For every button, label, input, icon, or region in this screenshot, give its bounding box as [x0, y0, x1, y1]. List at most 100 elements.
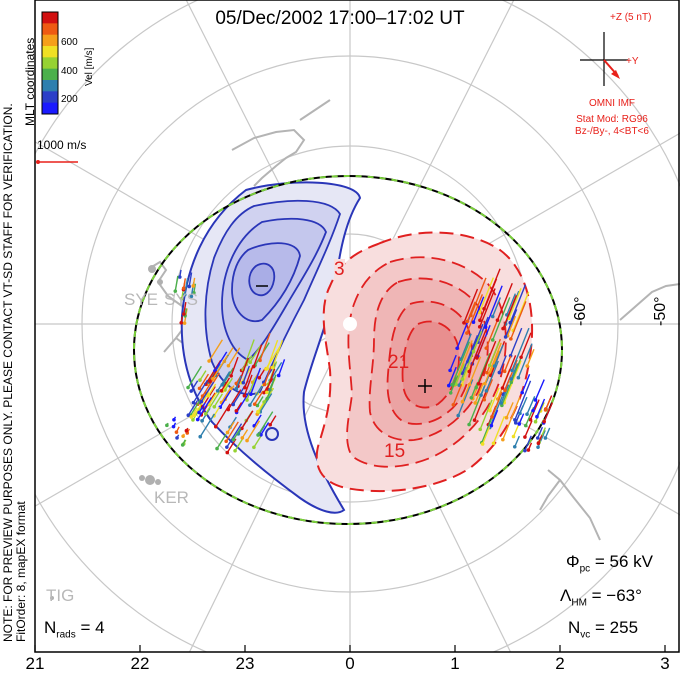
velocity-vector-origin: [460, 377, 465, 381]
colorbar-axis-label: Vel [m/s]: [84, 47, 95, 86]
colorbar-swatch: [42, 57, 58, 70]
mlt-tick-label: 21: [25, 654, 45, 673]
velocity-vector: [212, 355, 228, 380]
velocity-vector: [257, 411, 274, 436]
velocity-vector: [514, 435, 520, 448]
velocity-vector-origin: [191, 418, 195, 422]
velocity-vector: [477, 340, 497, 384]
velocity-vector: [492, 415, 506, 444]
stat-mod-line: Stat Mod: RG96: [576, 114, 648, 125]
velocity-vector: [259, 393, 273, 413]
velocity-vector: [452, 383, 463, 406]
phi-symbol: Φ: [566, 552, 580, 571]
velocity-vector-origin: [186, 413, 191, 418]
coordinates-label: MLT coordinates: [23, 37, 37, 126]
velocity-vector-origin: [480, 442, 485, 446]
velocity-vector-origin: [460, 399, 465, 404]
velocity-vector-origin: [490, 314, 495, 319]
velocity-vector-origin: [484, 346, 489, 350]
velocity-vector: [479, 399, 493, 430]
velocity-vector-origin: [465, 319, 470, 324]
velocity-vector: [520, 332, 532, 358]
velocity-vector-origin: [512, 444, 517, 449]
velocity-vector-origin: [252, 402, 257, 406]
velocity-vector: [509, 284, 527, 323]
velocity-vector: [199, 413, 216, 438]
velocity-vector: [490, 409, 499, 426]
velocity-vector: [263, 362, 277, 383]
velocity-vector: [259, 333, 271, 361]
velocity-vector: [232, 427, 242, 440]
velocity-vector: [235, 375, 242, 389]
velocity-vector-origin: [225, 430, 230, 435]
velocity-vector: [271, 340, 284, 368]
velocity-vector-origin: [543, 436, 548, 440]
velocity-vector-origin: [213, 424, 218, 429]
velocity-vector: [534, 379, 545, 401]
velocity-vector-origin: [257, 376, 262, 380]
velocity-vector: [227, 347, 241, 367]
latitude-label: -50°: [652, 296, 669, 326]
velocity-vector: [479, 288, 496, 328]
velocity-vector-origin: [174, 430, 179, 434]
velocity-vector: [253, 414, 262, 427]
velocity-vector-origin: [198, 434, 203, 439]
velocity-vector-origin: [448, 391, 453, 395]
velocity-vector-origin: [500, 386, 505, 390]
velocity-vector-origin: [256, 433, 260, 437]
velocity-vector-origin: [249, 392, 253, 396]
velocity-vector-origin: [248, 360, 253, 364]
velocity-vector-origin: [523, 448, 527, 453]
velocity-vector-origin: [276, 373, 281, 378]
velocity-vector-origin: [497, 370, 502, 375]
velocity-vector-origin: [197, 386, 202, 391]
velocity-vector: [474, 382, 484, 404]
velocity-vector: [260, 422, 270, 436]
velocity-vector-origin: [241, 380, 246, 385]
velocity-vector-origin: [195, 417, 200, 422]
velocity-vector-origin: [513, 421, 518, 425]
velocity-vector-origin: [503, 388, 507, 393]
velocity-vector: [213, 393, 223, 408]
velocity-colorbar: [42, 12, 58, 115]
velocity-vector-origin: [531, 408, 535, 413]
velocity-vector-origin: [258, 358, 262, 363]
velocity-vector: [198, 373, 210, 389]
fit-order-line: FitOrder: 8, mapEX format: [14, 501, 28, 642]
velocity-vector-origin: [501, 437, 505, 442]
mlt-tick-marks: [34, 645, 666, 652]
velocity-vector-origin: [488, 408, 492, 413]
station-label-sye: SYE: [124, 290, 159, 309]
velocity-vector-origin: [465, 331, 469, 335]
velocity-vector-origin: [179, 320, 184, 325]
velocity-vector: [476, 336, 487, 359]
nvc-symbol: N: [568, 618, 581, 637]
velocity-vector: [244, 366, 254, 388]
velocity-vector: [187, 400, 199, 416]
velocity-vector: [458, 367, 467, 386]
velocity-vector-origin: [467, 422, 471, 427]
velocity-vector-origin: [231, 402, 236, 407]
velocity-vector-origin: [243, 385, 247, 390]
velocity-vector: [510, 301, 527, 340]
velocity-vector: [518, 413, 525, 425]
velocity-vector-origin: [476, 381, 481, 386]
velocity-vector: [544, 399, 551, 411]
velocity-vector-origin: [181, 434, 185, 438]
velocity-vector-origin: [255, 403, 260, 408]
velocity-vector: [461, 365, 471, 386]
velocity-vector-origin: [206, 393, 211, 398]
colorbar-swatch: [42, 23, 58, 36]
velocity-vector: [472, 296, 485, 323]
contour-label: 3: [334, 259, 345, 281]
velocity-vector: [449, 354, 457, 371]
velocity-vector-origin: [489, 423, 494, 428]
velocity-vector-origin: [495, 318, 500, 322]
velocity-vector: [529, 399, 540, 420]
velocity-vector: [450, 375, 459, 394]
colorbar-tick: 200: [61, 94, 78, 105]
velocity-vector: [501, 355, 517, 389]
velocity-vector: [278, 359, 286, 376]
